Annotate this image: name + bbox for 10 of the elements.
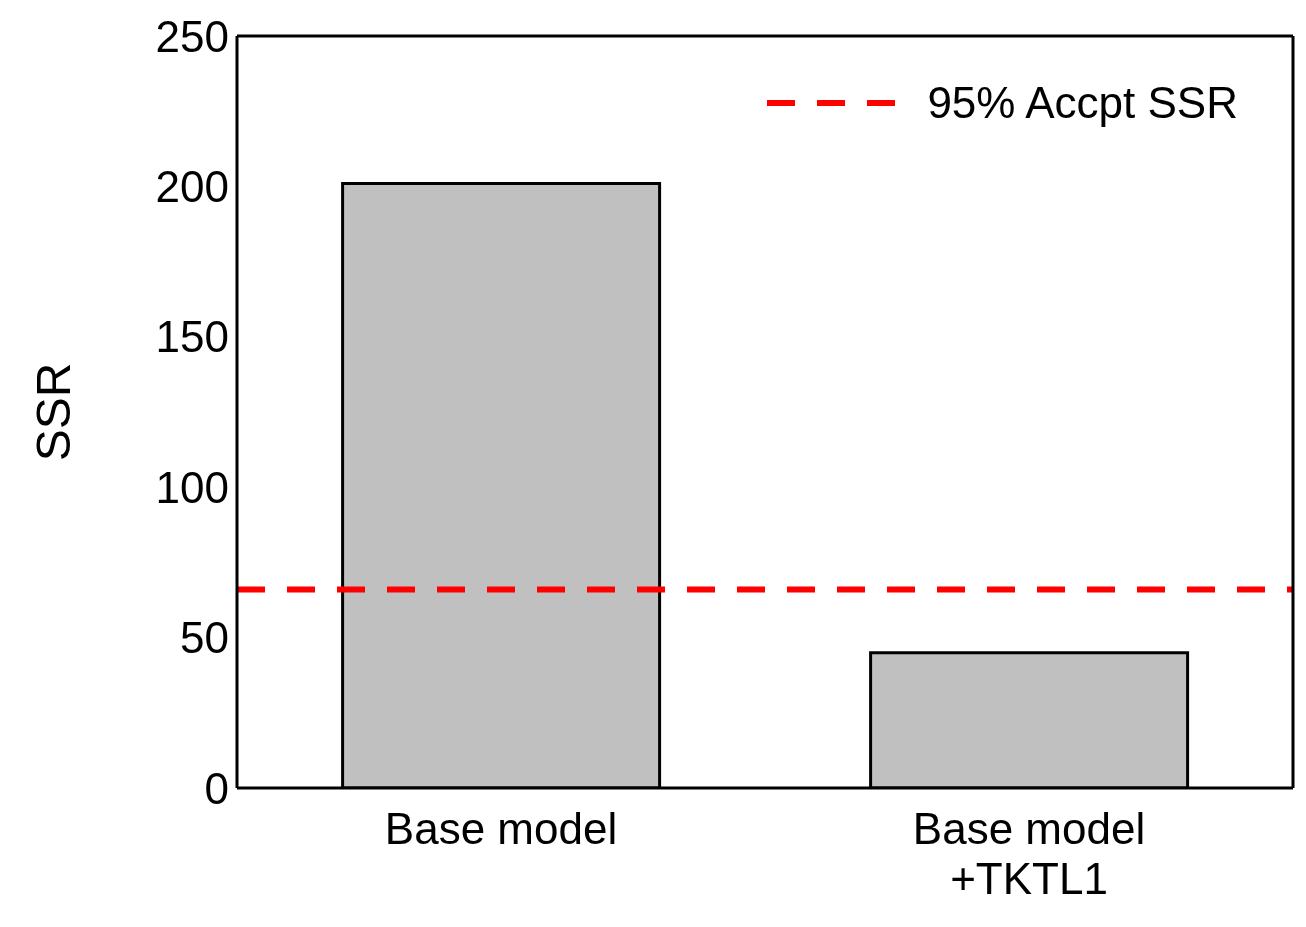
y-tick-label: 150	[155, 312, 229, 362]
y-tick-label: 0	[204, 763, 229, 813]
y-tick-label: 200	[155, 162, 229, 212]
y-tick-label: 100	[155, 462, 229, 512]
y-tick-label: 250	[155, 11, 229, 61]
x-tick-label: Base model +TKTL1	[912, 804, 1146, 903]
y-axis-title: SSR	[27, 362, 81, 462]
x-tick-label: Base model	[384, 804, 618, 853]
legend-label: 95% Accpt SSR	[927, 78, 1238, 128]
y-tick-label: 50	[180, 613, 229, 663]
